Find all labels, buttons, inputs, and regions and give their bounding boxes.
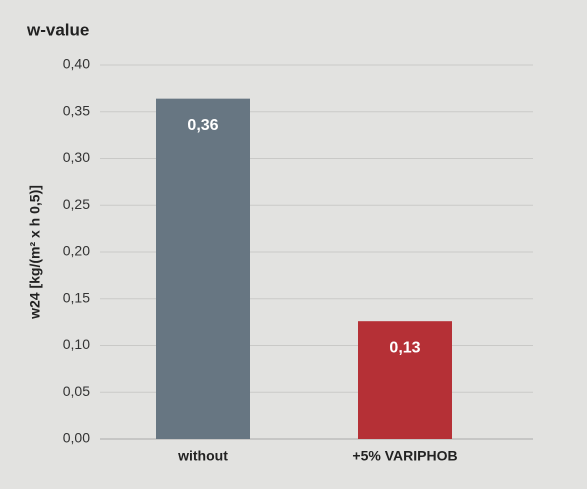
y-axis-label: w24 [kg/(m² x h 0,5)] [27, 185, 43, 320]
y-tick-label: 0,25 [63, 196, 90, 212]
x-tick-label: without [177, 448, 228, 464]
chart-title: w-value [26, 20, 89, 39]
y-tick-label: 0,30 [63, 149, 90, 165]
y-tick-label: 0,00 [63, 430, 90, 446]
bar [358, 321, 452, 439]
y-tick-label: 0,05 [63, 383, 90, 399]
y-tick-label: 0,40 [63, 56, 90, 72]
x-tick-label: +5% VARIPHOB [352, 448, 457, 464]
y-tick-label: 0,35 [63, 102, 90, 118]
value-label: 0,13 [389, 339, 420, 356]
y-tick-label: 0,10 [63, 336, 90, 352]
bar [156, 98, 250, 439]
y-tick-label: 0,15 [63, 289, 90, 305]
value-label: 0,36 [187, 117, 218, 134]
y-tick-label: 0,20 [63, 243, 90, 259]
